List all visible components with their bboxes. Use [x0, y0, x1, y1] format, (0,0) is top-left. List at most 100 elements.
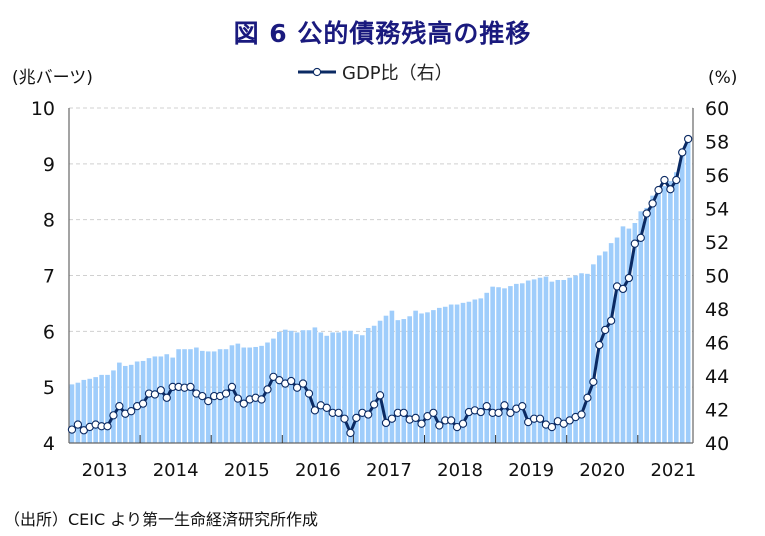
- debt-bar: [271, 338, 276, 443]
- left-tick-label: 9: [43, 154, 55, 176]
- gdp-ratio-point: [618, 284, 628, 294]
- gdp-ratio-point: [67, 425, 77, 434]
- debt-bar: [235, 343, 241, 443]
- gdp-ratio-point: [198, 391, 207, 401]
- debt-bar: [484, 292, 490, 443]
- debt-bar: [454, 304, 460, 443]
- x-tick-label: 2016: [295, 460, 341, 481]
- x-tick-label: 2019: [508, 460, 554, 481]
- gdp-ratio-point: [109, 411, 118, 420]
- gdp-ratio-point: [304, 389, 314, 398]
- right-tick-label: 50: [705, 266, 729, 288]
- debt-bar: [490, 286, 495, 443]
- gdp-ratio-point: [138, 399, 148, 408]
- gdp-ratio-point: [103, 422, 112, 431]
- right-tick-label: 60: [705, 98, 729, 120]
- gdp-ratio-point: [292, 383, 302, 392]
- debt-bar: [188, 349, 193, 443]
- gdp-ratio-point: [204, 396, 213, 406]
- gdp-ratio-point: [127, 407, 136, 416]
- debt-bar: [537, 277, 543, 443]
- debt-bar: [656, 191, 661, 443]
- debt-bar: [306, 330, 312, 443]
- debt-bar: [508, 286, 513, 443]
- x-tick-label: 2014: [153, 460, 199, 481]
- gdp-ratio-point: [482, 401, 491, 411]
- left-tick-label: 8: [43, 210, 55, 232]
- debt-bar: [685, 139, 691, 443]
- gdp-ratio-point: [636, 233, 645, 242]
- gdp-ratio-point: [666, 185, 675, 194]
- debt-bar: [111, 370, 116, 443]
- source-note: （出所）CEIC より第一生命経済研究所作成: [4, 510, 318, 529]
- gdp-ratio-point: [429, 408, 438, 417]
- debt-bar: [614, 237, 620, 443]
- gdp-ratio-point: [447, 416, 456, 425]
- debt-bar: [128, 364, 134, 443]
- gdp-ratio-point: [352, 413, 361, 423]
- debt-bar: [122, 365, 128, 443]
- left-tick-label: 10: [31, 98, 55, 120]
- debt-bar: [259, 345, 264, 443]
- debt-bar: [75, 382, 81, 443]
- debt-bar: [442, 306, 448, 443]
- gdp-ratio-point: [369, 400, 379, 409]
- gdp-ratio-point: [340, 414, 349, 423]
- debt-bar: [502, 288, 507, 443]
- x-tick-label: 2015: [224, 460, 270, 481]
- debt-bar: [472, 299, 478, 443]
- debt-bar: [519, 283, 525, 443]
- debt-bar: [448, 304, 454, 443]
- debt-bar: [105, 374, 110, 443]
- gdp-ratio-point: [518, 401, 527, 411]
- debt-bar: [342, 330, 347, 443]
- debt-bar: [514, 283, 519, 443]
- gdp-ratio-point: [156, 386, 165, 395]
- x-tick-label: 2017: [366, 460, 412, 481]
- left-axis-unit: (兆バーツ): [12, 68, 93, 88]
- debt-bar: [644, 207, 649, 443]
- debt-bar: [158, 356, 164, 443]
- debt-bar: [288, 330, 294, 443]
- x-tick-label: 2013: [82, 460, 128, 481]
- chart-title: 図 6 公的債務残高の推移: [233, 19, 532, 48]
- debt-bar: [626, 228, 632, 443]
- legend: GDP比（右）: [298, 63, 453, 84]
- debt-bar: [389, 310, 395, 443]
- gdp-ratio-point: [417, 419, 426, 428]
- axes: [68, 108, 694, 444]
- debt-bar: [585, 273, 590, 443]
- debt-bar: [324, 335, 330, 443]
- debt-bar: [383, 315, 389, 443]
- debt-bar: [312, 327, 318, 443]
- gdp-ratio-point: [506, 408, 515, 417]
- gdp-ratio-point: [648, 199, 657, 208]
- right-tick-label: 54: [705, 199, 729, 221]
- gdp-ratio-point: [601, 325, 610, 335]
- gdp-ratio-point: [263, 385, 272, 394]
- debt-bar: [354, 334, 359, 443]
- debt-bar: [229, 345, 235, 443]
- x-tick-label: 2018: [437, 460, 483, 481]
- debt-bar: [460, 302, 466, 443]
- debt-bar: [674, 172, 679, 444]
- gdp-ratio-point: [494, 408, 503, 417]
- right-tick-label: 52: [705, 232, 729, 254]
- debt-bar: [561, 279, 567, 443]
- gdp-ratio-point: [678, 148, 687, 157]
- debt-bar: [348, 330, 353, 443]
- gdp-ratio-point: [672, 175, 681, 185]
- debt-bar: [531, 279, 537, 443]
- right-tick-label: 40: [705, 433, 729, 455]
- gdp-ratio-point: [624, 273, 634, 283]
- debt-bar: [277, 331, 282, 443]
- gdp-ratio-point: [186, 382, 195, 392]
- gdp-ratio-point: [287, 376, 296, 386]
- debt-bar: [549, 281, 555, 443]
- debt-bar: [93, 377, 98, 443]
- debt-bar: [99, 374, 104, 443]
- left-tick-label: 4: [43, 433, 55, 455]
- gdp-ratio-point: [411, 413, 420, 423]
- debt-bar: [437, 307, 442, 443]
